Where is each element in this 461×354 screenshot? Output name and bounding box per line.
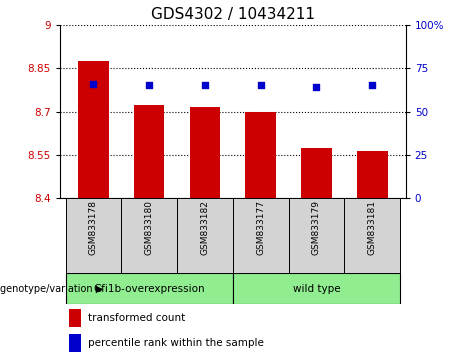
Bar [357, 151, 388, 198]
Text: genotype/variation ▶: genotype/variation ▶ [0, 284, 103, 293]
Bar [69, 334, 81, 352]
Title: GDS4302 / 10434211: GDS4302 / 10434211 [151, 7, 315, 22]
Point [368, 82, 376, 88]
Bar [69, 309, 81, 327]
Bar [189, 107, 220, 198]
Point [201, 82, 209, 88]
Text: GSM833179: GSM833179 [312, 200, 321, 256]
Bar [65, 198, 121, 273]
Bar [289, 198, 344, 273]
Text: GSM833181: GSM833181 [368, 200, 377, 256]
Point [257, 82, 264, 88]
Point [146, 82, 153, 88]
Text: transformed count: transformed count [88, 313, 185, 323]
Text: GSM833182: GSM833182 [201, 200, 209, 255]
Text: GSM833180: GSM833180 [145, 200, 154, 256]
Bar [65, 273, 233, 304]
Bar [344, 198, 400, 273]
Bar [121, 198, 177, 273]
Bar [134, 105, 165, 198]
Text: GSM833177: GSM833177 [256, 200, 265, 256]
Point [313, 84, 320, 90]
Bar [78, 61, 109, 198]
Text: Gfi1b-overexpression: Gfi1b-overexpression [93, 284, 205, 293]
Bar [245, 112, 276, 198]
Bar [301, 148, 332, 198]
Text: percentile rank within the sample: percentile rank within the sample [88, 338, 264, 348]
Bar [233, 273, 400, 304]
Bar [233, 198, 289, 273]
Point [90, 81, 97, 87]
Bar [177, 198, 233, 273]
Text: wild type: wild type [293, 284, 340, 293]
Text: GSM833178: GSM833178 [89, 200, 98, 256]
